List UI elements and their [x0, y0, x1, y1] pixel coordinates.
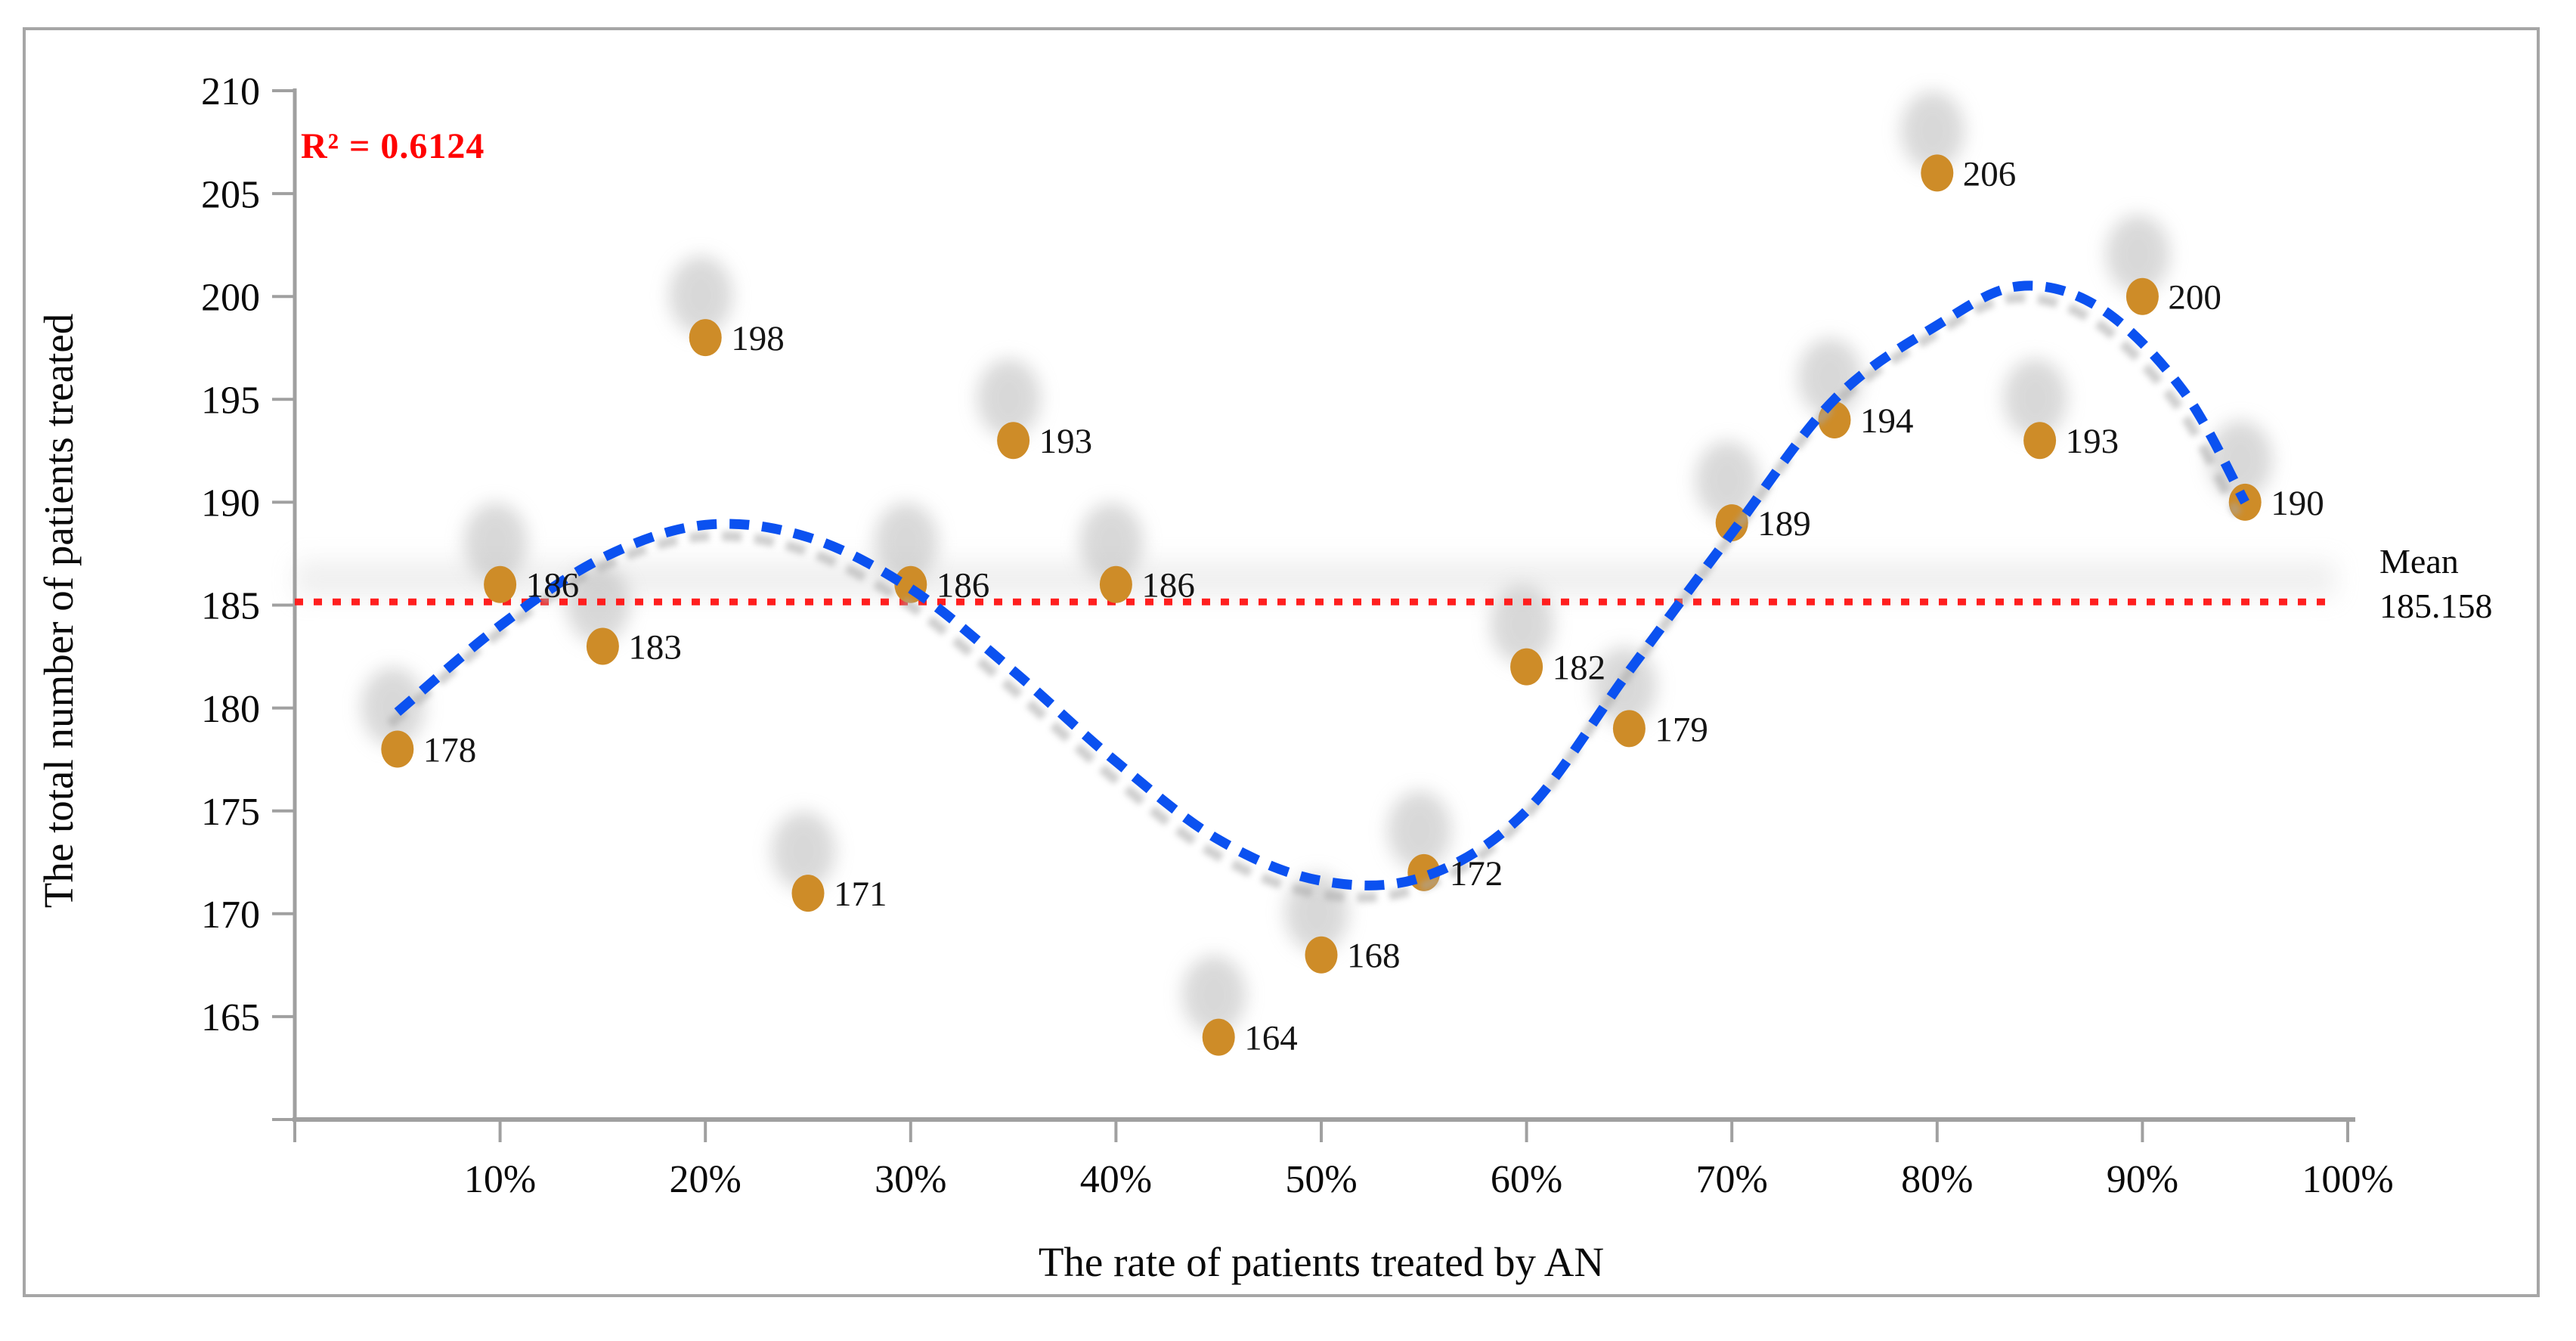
- trendline-layer: [386, 280, 2249, 903]
- x-tick-label: 60%: [1491, 1158, 1562, 1201]
- data-point-marker: [1921, 154, 1954, 192]
- data-point-label: 186: [1141, 566, 1195, 605]
- marker-shadow: [361, 667, 425, 747]
- marker-shadow: [1079, 503, 1144, 582]
- data-point-marker: [997, 422, 1030, 460]
- data-point-marker: [381, 730, 414, 768]
- y-tick-label: 195: [201, 379, 260, 423]
- data-point-marker: [2023, 422, 2057, 460]
- trendline: [394, 280, 2249, 890]
- x-axis-title: The rate of patients treated by AN: [1038, 1239, 1605, 1285]
- x-tick-label: 50%: [1285, 1158, 1357, 1201]
- marker-shadow: [2106, 215, 2170, 294]
- y-tick-label: 165: [201, 996, 260, 1039]
- y-tick-label: 185: [201, 585, 260, 628]
- data-point-marker: [586, 627, 619, 665]
- data-point-label: 182: [1553, 649, 1606, 688]
- data-point-marker: [689, 319, 722, 357]
- data-point-marker: [791, 875, 825, 912]
- y-tick-label: 170: [201, 893, 260, 937]
- marker-shadows-layer: [361, 91, 2273, 1035]
- y-tick-label: 205: [201, 173, 260, 216]
- data-point-label: 198: [731, 319, 784, 358]
- data-point-label: 186: [937, 566, 990, 605]
- data-point-label: 178: [423, 730, 477, 770]
- data-point-label: 200: [2168, 278, 2221, 317]
- mean-label-value: 185.158: [2379, 586, 2493, 625]
- data-point-label: 190: [2271, 484, 2324, 523]
- data-point-marker: [1099, 565, 1132, 603]
- marker-shadow: [1387, 791, 1451, 870]
- y-tick-label: 210: [201, 70, 260, 113]
- r-squared-label: R² = 0.6124: [301, 126, 485, 166]
- marker-shadow: [874, 503, 938, 582]
- marker-shadow: [1695, 441, 1760, 520]
- axes-layer: 165 170 175 180 185 190 195 200 205 210 10% 20% 30% 4…: [201, 70, 2394, 1201]
- data-labels-layer: 178 186 183 198 171 186 193 186 164 168 172 182 179 1…: [423, 154, 2324, 1058]
- data-point-marker: [2126, 277, 2159, 315]
- data-point-marker: [1715, 504, 1748, 542]
- y-axis-title: The total number of patients treated: [36, 313, 82, 909]
- y-tick-label: 190: [201, 482, 260, 525]
- data-point-label: 168: [1347, 937, 1401, 976]
- data-point-label: 186: [526, 566, 580, 605]
- mean-line-shadow-band: [295, 561, 2336, 597]
- y-tick-label: 180: [201, 688, 260, 731]
- data-point-label: 189: [1757, 504, 1811, 544]
- mean-label-word: Mean: [2379, 542, 2459, 581]
- data-point-label: 206: [1963, 154, 2017, 194]
- x-tick-label: 80%: [1901, 1158, 1973, 1201]
- x-tick-label: 10%: [464, 1158, 536, 1201]
- x-tick-label: 40%: [1080, 1158, 1152, 1201]
- marker-shadow: [772, 811, 835, 890]
- data-point-label: 194: [1860, 401, 1914, 441]
- marker-shadow: [1900, 91, 1965, 170]
- data-point-label: 164: [1244, 1019, 1298, 1058]
- data-point-label: 193: [1039, 422, 1093, 461]
- data-point-label: 193: [2066, 422, 2119, 461]
- x-tick-label: 100%: [2302, 1158, 2393, 1201]
- y-tick-label: 200: [201, 276, 260, 319]
- data-point-label: 171: [834, 875, 887, 914]
- data-point-marker: [1612, 710, 1646, 748]
- x-tick-label: 20%: [670, 1158, 742, 1201]
- marker-shadow: [2003, 358, 2067, 438]
- data-point-label: 183: [628, 627, 682, 667]
- marker-shadow: [977, 358, 1041, 438]
- marker-shadow: [1182, 955, 1246, 1035]
- x-tick-label: 90%: [2107, 1158, 2178, 1201]
- data-point-marker: [484, 565, 517, 603]
- x-tick-label: 70%: [1696, 1158, 1768, 1201]
- data-point-marker: [1510, 648, 1543, 686]
- y-tick-label: 175: [201, 791, 260, 834]
- data-point-label: 172: [1450, 854, 1503, 893]
- mean-value-label: Mean 185.158: [2379, 540, 2493, 629]
- trendline-shadow: [386, 293, 2242, 903]
- data-point-label: 179: [1655, 710, 1708, 749]
- x-tick-label: 30%: [875, 1158, 946, 1201]
- data-point-marker: [1202, 1018, 1235, 1056]
- marker-shadow: [669, 256, 733, 335]
- marker-shadow: [463, 503, 528, 582]
- data-point-marker: [1305, 936, 1338, 974]
